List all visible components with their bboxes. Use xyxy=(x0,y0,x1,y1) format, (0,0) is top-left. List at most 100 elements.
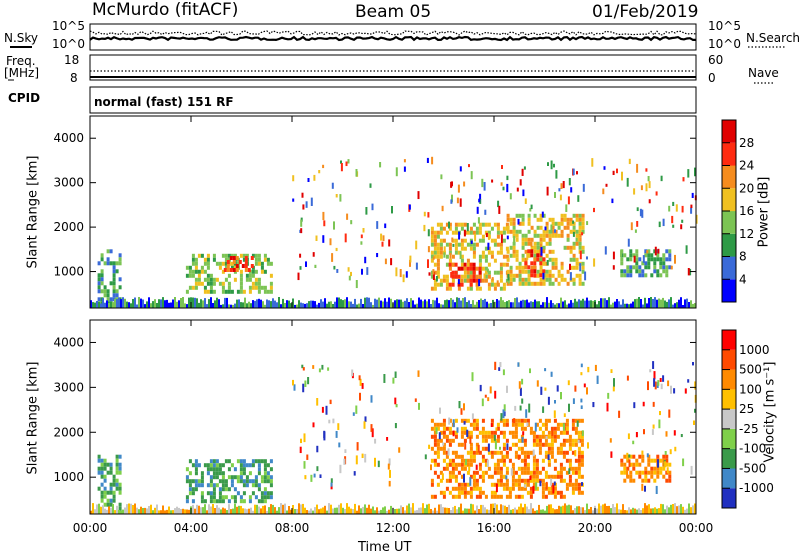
velocity-echo-cell xyxy=(242,491,246,496)
velocity-echo-cell xyxy=(532,454,536,459)
power-echo-cell xyxy=(548,241,552,246)
power-ground-echo xyxy=(106,300,108,308)
velocity-ytick-label: 4000 xyxy=(53,335,84,349)
power-echo-cell xyxy=(499,286,503,291)
power-ground-echo xyxy=(114,298,116,308)
power-echo-cell xyxy=(539,213,543,218)
velocity-echo-cell xyxy=(490,450,494,455)
power-scatter-echo xyxy=(695,214,698,224)
velocity-echo-cell xyxy=(466,418,470,423)
power-ground-echo xyxy=(444,300,446,308)
power-scatter-echo xyxy=(491,179,494,183)
power-scatter-echo xyxy=(449,252,452,259)
power-echo-cell xyxy=(524,241,528,246)
velocity-echo-cell xyxy=(460,418,464,423)
power-echo-cell xyxy=(97,285,101,290)
power-scatter-echo xyxy=(523,166,526,170)
power-echo-cell xyxy=(460,246,464,251)
power-echo-cell xyxy=(433,270,437,275)
velocity-scatter-echo xyxy=(394,397,397,405)
velocity-echo-cell xyxy=(469,442,473,447)
velocity-echo-cell xyxy=(266,479,270,484)
velocity-ground-echo xyxy=(432,510,434,514)
power-echo-cell xyxy=(572,213,576,218)
velocity-scatter-echo xyxy=(392,377,395,384)
velocity-ground-echo xyxy=(444,507,446,514)
power-ground-echo xyxy=(488,303,490,308)
velocity-scatter-echo xyxy=(494,361,497,370)
power-ground-echo xyxy=(480,298,482,308)
power-echo-cell xyxy=(656,257,660,262)
velocity-ground-echo xyxy=(344,509,346,514)
power-echo-cell xyxy=(266,261,270,266)
velocity-ground-echo xyxy=(308,510,310,514)
power-echo-cell xyxy=(472,278,476,283)
velocity-echo-cell xyxy=(194,459,198,464)
power-ground-echo xyxy=(654,297,656,308)
power-echo-cell xyxy=(472,242,476,247)
power-echo-cell xyxy=(644,253,648,258)
beam-title: Beam 05 xyxy=(355,2,432,22)
velocity-echo-cell xyxy=(484,470,488,475)
power-echo-cell xyxy=(436,266,440,271)
power-echo-cell xyxy=(212,257,216,262)
power-ground-echo xyxy=(440,304,442,308)
velocity-echo-cell xyxy=(505,450,509,455)
power-scatter-echo xyxy=(593,258,596,267)
power-echo-cell xyxy=(581,213,585,218)
velocity-echo-cell xyxy=(218,467,222,472)
power-echo-cell xyxy=(478,266,482,271)
noise-search-trace xyxy=(89,35,696,42)
velocity-echo-cell xyxy=(194,467,198,472)
velocity-echo-cell xyxy=(266,495,270,500)
power-ground-echo xyxy=(636,298,638,308)
power-echo-cell xyxy=(478,258,482,263)
velocity-echo-cell xyxy=(112,494,116,499)
power-ground-echo xyxy=(326,303,328,308)
velocity-echo-cell xyxy=(565,486,569,491)
power-echo-cell xyxy=(527,253,531,258)
power-scatter-echo xyxy=(621,171,623,181)
power-echo-cell xyxy=(515,213,519,218)
power-ground-echo xyxy=(246,303,248,308)
velocity-scatter-echo xyxy=(502,409,505,419)
power-scatter-echo xyxy=(348,275,351,281)
velocity-ground-echo xyxy=(694,503,696,514)
power-scatter-echo xyxy=(567,196,570,205)
velocity-echo-cell xyxy=(517,438,521,443)
velocity-echo-cell xyxy=(547,490,551,495)
velocity-echo-cell xyxy=(224,459,228,464)
velocity-ground-echo xyxy=(140,506,142,514)
power-ground-echo xyxy=(328,301,330,308)
velocity-echo-cell xyxy=(212,459,216,464)
power-echo-cell xyxy=(512,221,516,226)
power-echo-cell xyxy=(454,242,458,247)
velocity-echo-cell xyxy=(517,466,521,471)
power-echo-cell xyxy=(469,226,473,231)
power-echo-cell xyxy=(496,222,500,227)
velocity-echo-cell xyxy=(535,422,539,427)
velocity-echo-cell xyxy=(517,486,521,491)
power-echo-cell xyxy=(533,269,537,274)
power-echo-cell xyxy=(653,265,657,270)
power-echo-cell xyxy=(454,246,458,251)
power-echo-cell xyxy=(466,230,470,235)
velocity-echo-cell xyxy=(269,467,273,472)
power-echo-cell xyxy=(539,273,543,278)
power-echo-cell xyxy=(515,249,519,254)
velocity-echo-cell xyxy=(514,442,518,447)
velocity-scatter-echo xyxy=(592,402,595,408)
velocity-scatter-echo xyxy=(301,364,304,369)
velocity-echo-cell xyxy=(511,474,515,479)
power-ytick-label: 1000 xyxy=(53,265,84,279)
velocity-echo-cell xyxy=(520,478,524,483)
power-ground-echo xyxy=(608,297,610,308)
velocity-ground-echo xyxy=(234,503,236,514)
power-echo-cell xyxy=(463,274,467,279)
velocity-echo-cell xyxy=(514,426,518,431)
velocity-echo-cell xyxy=(451,470,455,475)
power-ground-echo xyxy=(122,297,124,308)
power-echo-cell xyxy=(239,281,243,286)
power-echo-cell xyxy=(454,226,458,231)
velocity-colorbar-tick-label: -1000 xyxy=(739,481,774,495)
